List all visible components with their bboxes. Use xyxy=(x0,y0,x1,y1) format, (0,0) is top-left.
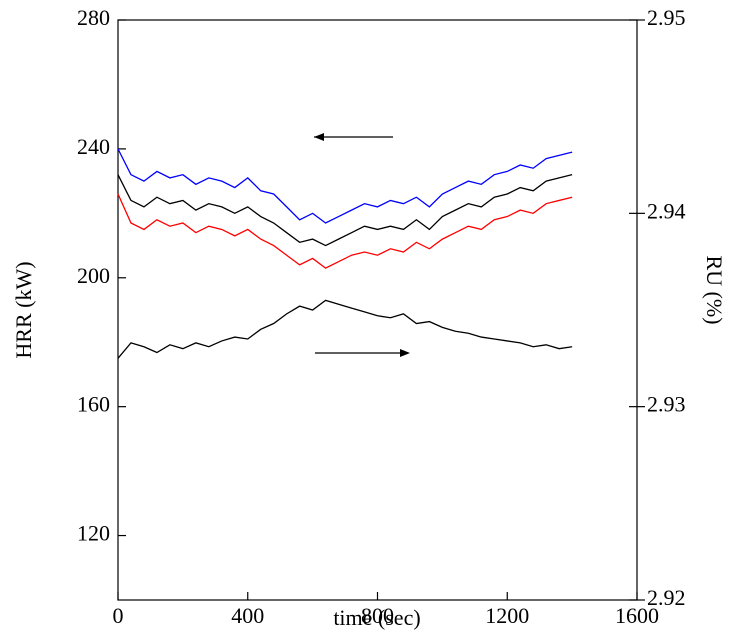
y-tick-label: 280 xyxy=(77,5,110,30)
y-tick-label: 160 xyxy=(77,392,110,417)
y-axis-label: HRR (kW) xyxy=(11,261,36,358)
y2-tick-label: 2.93 xyxy=(647,392,686,417)
arrow-left xyxy=(314,133,393,141)
plot-frame xyxy=(117,19,638,601)
y-tick-label: 120 xyxy=(77,521,110,546)
y-tick-label: 240 xyxy=(77,134,110,159)
x-tick-label: 1200 xyxy=(485,603,529,628)
y2-axis-label: RU (%) xyxy=(702,255,727,324)
x-tick-label: 0 xyxy=(113,603,124,628)
x-tick-label: 1600 xyxy=(615,603,659,628)
x-tick-label: 800 xyxy=(361,603,394,628)
arrow-right xyxy=(315,349,410,357)
y2-tick-label: 2.92 xyxy=(647,585,686,610)
data-line xyxy=(117,193,573,269)
data-line xyxy=(117,299,573,359)
data-line xyxy=(117,174,573,247)
y2-tick-label: 2.95 xyxy=(647,5,686,30)
x-tick-label: 400 xyxy=(231,603,264,628)
y2-tick-label: 2.94 xyxy=(647,198,686,223)
data-line xyxy=(117,148,573,224)
x-axis-label: time (sec) xyxy=(333,605,420,630)
y-tick-label: 200 xyxy=(77,263,110,288)
